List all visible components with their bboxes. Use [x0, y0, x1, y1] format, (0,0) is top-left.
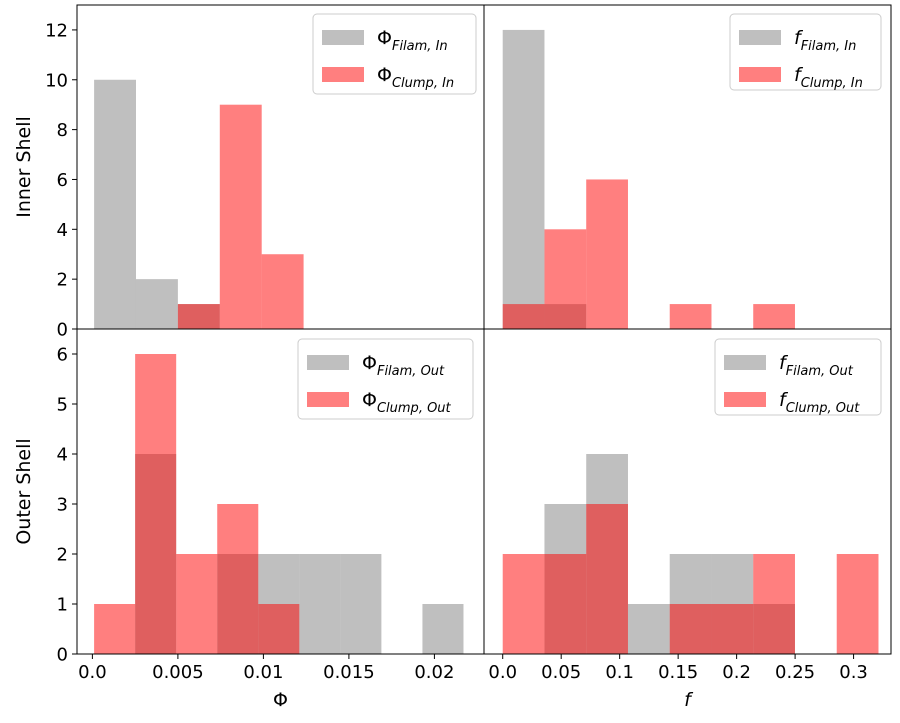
legend-entry-top-right-0: fFilam, In	[794, 27, 856, 54]
legend-subscript-top-right-0: Filam, In	[801, 39, 857, 54]
legend-symbol-bottom-right-0: f	[779, 352, 789, 374]
bar-bottom-right-s1-b5	[753, 554, 795, 654]
bar-bottom-right-s1-b1	[544, 554, 587, 654]
ytick-label-top-left-4: 8	[57, 120, 68, 141]
legend-symbol-top-left-0: Φ	[377, 27, 392, 49]
xtick-label-bottom-right-5: 0.25	[775, 662, 815, 683]
legend-entry-bottom-right-0: fFilam, Out	[779, 352, 854, 379]
bar-top-left-s0-b0	[94, 79, 136, 330]
ylabel-bottom-left: Outer Shell	[13, 438, 35, 544]
bar-top-left-s1-b2	[261, 254, 304, 329]
bar-top-right-s0-b0	[502, 29, 545, 330]
panel-bottom-left: 0 1 2 3 4 5 6 0.0 0.005 0.01 0.015 0.02 Outer Shell Φ…	[13, 328, 485, 711]
ytick-label-bottom-left-0: 0	[57, 645, 68, 666]
xtick-label-bottom-right-3: 0.15	[658, 662, 698, 683]
bar-bottom-right-s1-b3	[669, 604, 712, 654]
axes-frame-bottom-right	[483, 328, 892, 655]
legend-swatch-bottom-right-0	[724, 355, 766, 370]
ytick-label-top-left-5: 10	[45, 70, 68, 91]
bar-bottom-right-s1-b4	[711, 604, 754, 654]
legend-symbol-top-right-1: f	[794, 64, 804, 86]
legend-swatch-top-left-0	[322, 30, 364, 45]
ytick-label-bottom-left-3: 3	[57, 495, 68, 516]
bar-bottom-right-s0-b2	[627, 604, 670, 654]
xtick-label-bottom-right-0: 0.0	[488, 662, 517, 683]
bar-top-right-s1-b0	[502, 304, 545, 329]
bar-bottom-right-s1-b6	[836, 554, 879, 654]
legend-swatch-bottom-left-1	[307, 392, 349, 407]
xlabel-bottom-right: f	[684, 689, 694, 711]
legend-entry-bottom-right-1: fClump, Out	[779, 389, 860, 416]
legend-subscript-top-left-1: Clump, In	[392, 76, 454, 91]
bar-bottom-left-s0-b4	[340, 554, 382, 654]
legend-subscript-bottom-right-1: Clump, Out	[786, 401, 861, 416]
bar-bottom-right-s1-b2	[586, 504, 628, 654]
legend-subscript-top-left-0: Filam, In	[392, 39, 448, 54]
xtick-label-bottom-left-4: 0.02	[414, 662, 454, 683]
legend-entry-bottom-left-1: ΦClump, Out	[362, 389, 452, 416]
legend-subscript-top-right-1: Clump, In	[801, 76, 863, 91]
ytick-label-top-left-3: 6	[57, 170, 68, 191]
ytick-label-top-left-0: 0	[57, 320, 68, 341]
ytick-label-bottom-left-1: 1	[57, 595, 68, 616]
legend-swatch-top-right-1	[739, 67, 781, 82]
xtick-label-bottom-right-6: 0.3	[839, 662, 868, 683]
legend-entry-top-left-1: ΦClump, In	[377, 64, 454, 91]
legend-swatch-top-left-1	[322, 67, 364, 82]
xtick-label-bottom-right-2: 0.1	[605, 662, 634, 683]
bar-bottom-left-s1-b3	[217, 504, 259, 654]
legend-symbol-bottom-left-1: Φ	[362, 389, 377, 411]
legend-subscript-bottom-right-0: Filam, Out	[786, 364, 854, 379]
legend-symbol-bottom-right-1: f	[779, 389, 789, 411]
ytick-label-bottom-left-6: 6	[57, 345, 68, 366]
bar-top-right-s1-b3	[669, 304, 712, 329]
xtick-label-bottom-left-1: 0.005	[152, 662, 204, 683]
bar-bottom-left-s1-b1	[135, 354, 177, 654]
legend-symbol-top-left-1: Φ	[377, 64, 392, 86]
ytick-label-top-left-2: 4	[57, 220, 68, 241]
ytick-label-bottom-left-5: 5	[57, 395, 68, 416]
bar-bottom-left-s1-b2	[176, 554, 218, 654]
legend-subscript-bottom-left-0: Filam, Out	[377, 364, 445, 379]
bar-top-left-s1-b0	[177, 304, 220, 329]
legend-swatch-top-right-0	[739, 30, 781, 45]
xtick-label-bottom-left-0: 0.0	[78, 662, 107, 683]
legend-swatch-bottom-left-0	[307, 355, 349, 370]
bar-top-right-s1-b4	[753, 304, 795, 329]
bar-bottom-left-s1-b4	[258, 604, 300, 654]
xtick-label-bottom-left-3: 0.015	[323, 662, 375, 683]
bar-bottom-left-s0-b5	[422, 604, 464, 654]
xlabel-bottom-left: Φ	[273, 689, 288, 711]
ytick-label-top-left-6: 12	[45, 20, 68, 41]
bar-top-right-s1-b2	[586, 179, 628, 329]
bar-bottom-right-s1-b0	[502, 554, 545, 654]
legend-symbol-top-right-0: f	[794, 27, 804, 49]
xtick-label-bottom-right-4: 0.2	[722, 662, 751, 683]
legend-swatch-bottom-right-1	[724, 392, 766, 407]
bar-top-left-s0-b1	[135, 279, 178, 329]
bar-top-left-s1-b1	[219, 104, 262, 329]
ytick-label-top-left-1: 2	[57, 270, 68, 291]
bar-bottom-left-s1-b0	[94, 604, 136, 654]
legend-symbol-bottom-left-0: Φ	[362, 352, 377, 374]
legend-subscript-bottom-left-1: Clump, Out	[377, 401, 452, 416]
bar-bottom-left-s0-b3	[299, 554, 341, 654]
ytick-label-bottom-left-2: 2	[57, 545, 68, 566]
bar-top-right-s1-b1	[544, 229, 587, 329]
legend-entry-top-left-0: ΦFilam, In	[377, 27, 448, 54]
ytick-label-bottom-left-4: 4	[57, 445, 68, 466]
ylabel-top-left: Inner Shell	[13, 116, 35, 218]
xtick-label-bottom-left-2: 0.01	[243, 662, 283, 683]
xtick-label-bottom-right-1: 0.05	[541, 662, 581, 683]
legend-entry-top-right-1: fClump, In	[794, 64, 863, 91]
legend-entry-bottom-left-0: ΦFilam, Out	[362, 352, 445, 379]
